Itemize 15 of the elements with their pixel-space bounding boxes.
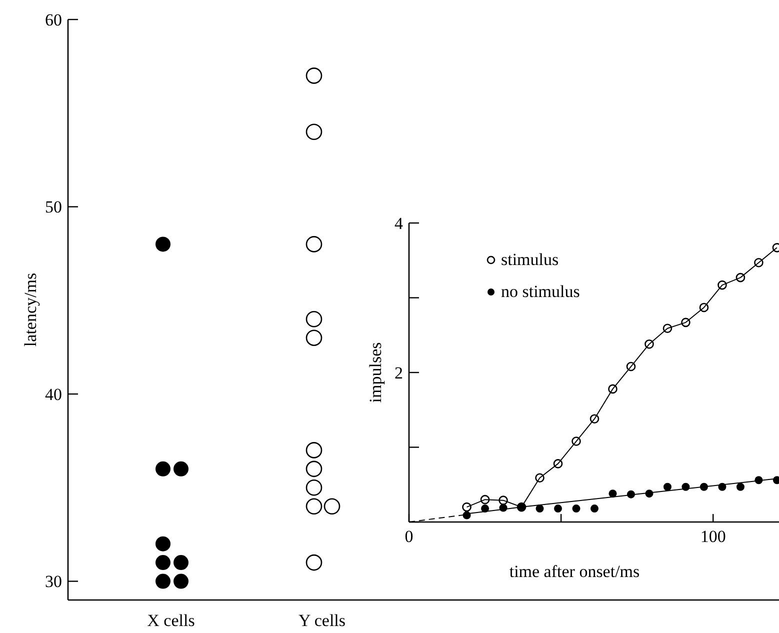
y-tick-label: 60 bbox=[45, 10, 62, 30]
legend-label: no stimulus bbox=[501, 282, 580, 301]
x-tick-label: X cells bbox=[147, 611, 195, 630]
x-tick-label: Y cells bbox=[298, 611, 346, 630]
x-tick-label: 100 bbox=[700, 527, 726, 546]
y-tick-label: 30 bbox=[45, 572, 62, 592]
legend-label: stimulus bbox=[501, 250, 559, 269]
y-tick-label: 4 bbox=[394, 214, 404, 233]
y-tick-label: 2 bbox=[394, 363, 403, 382]
y-tick-label: 50 bbox=[45, 198, 62, 217]
x-axis-title: time after onset/ms bbox=[509, 562, 640, 581]
y-axis-title: impulses bbox=[366, 342, 385, 403]
y-axis-title: latency/ms bbox=[21, 272, 40, 347]
x-tick-label: 0 bbox=[404, 527, 414, 546]
y-tick-label: 40 bbox=[45, 384, 62, 404]
